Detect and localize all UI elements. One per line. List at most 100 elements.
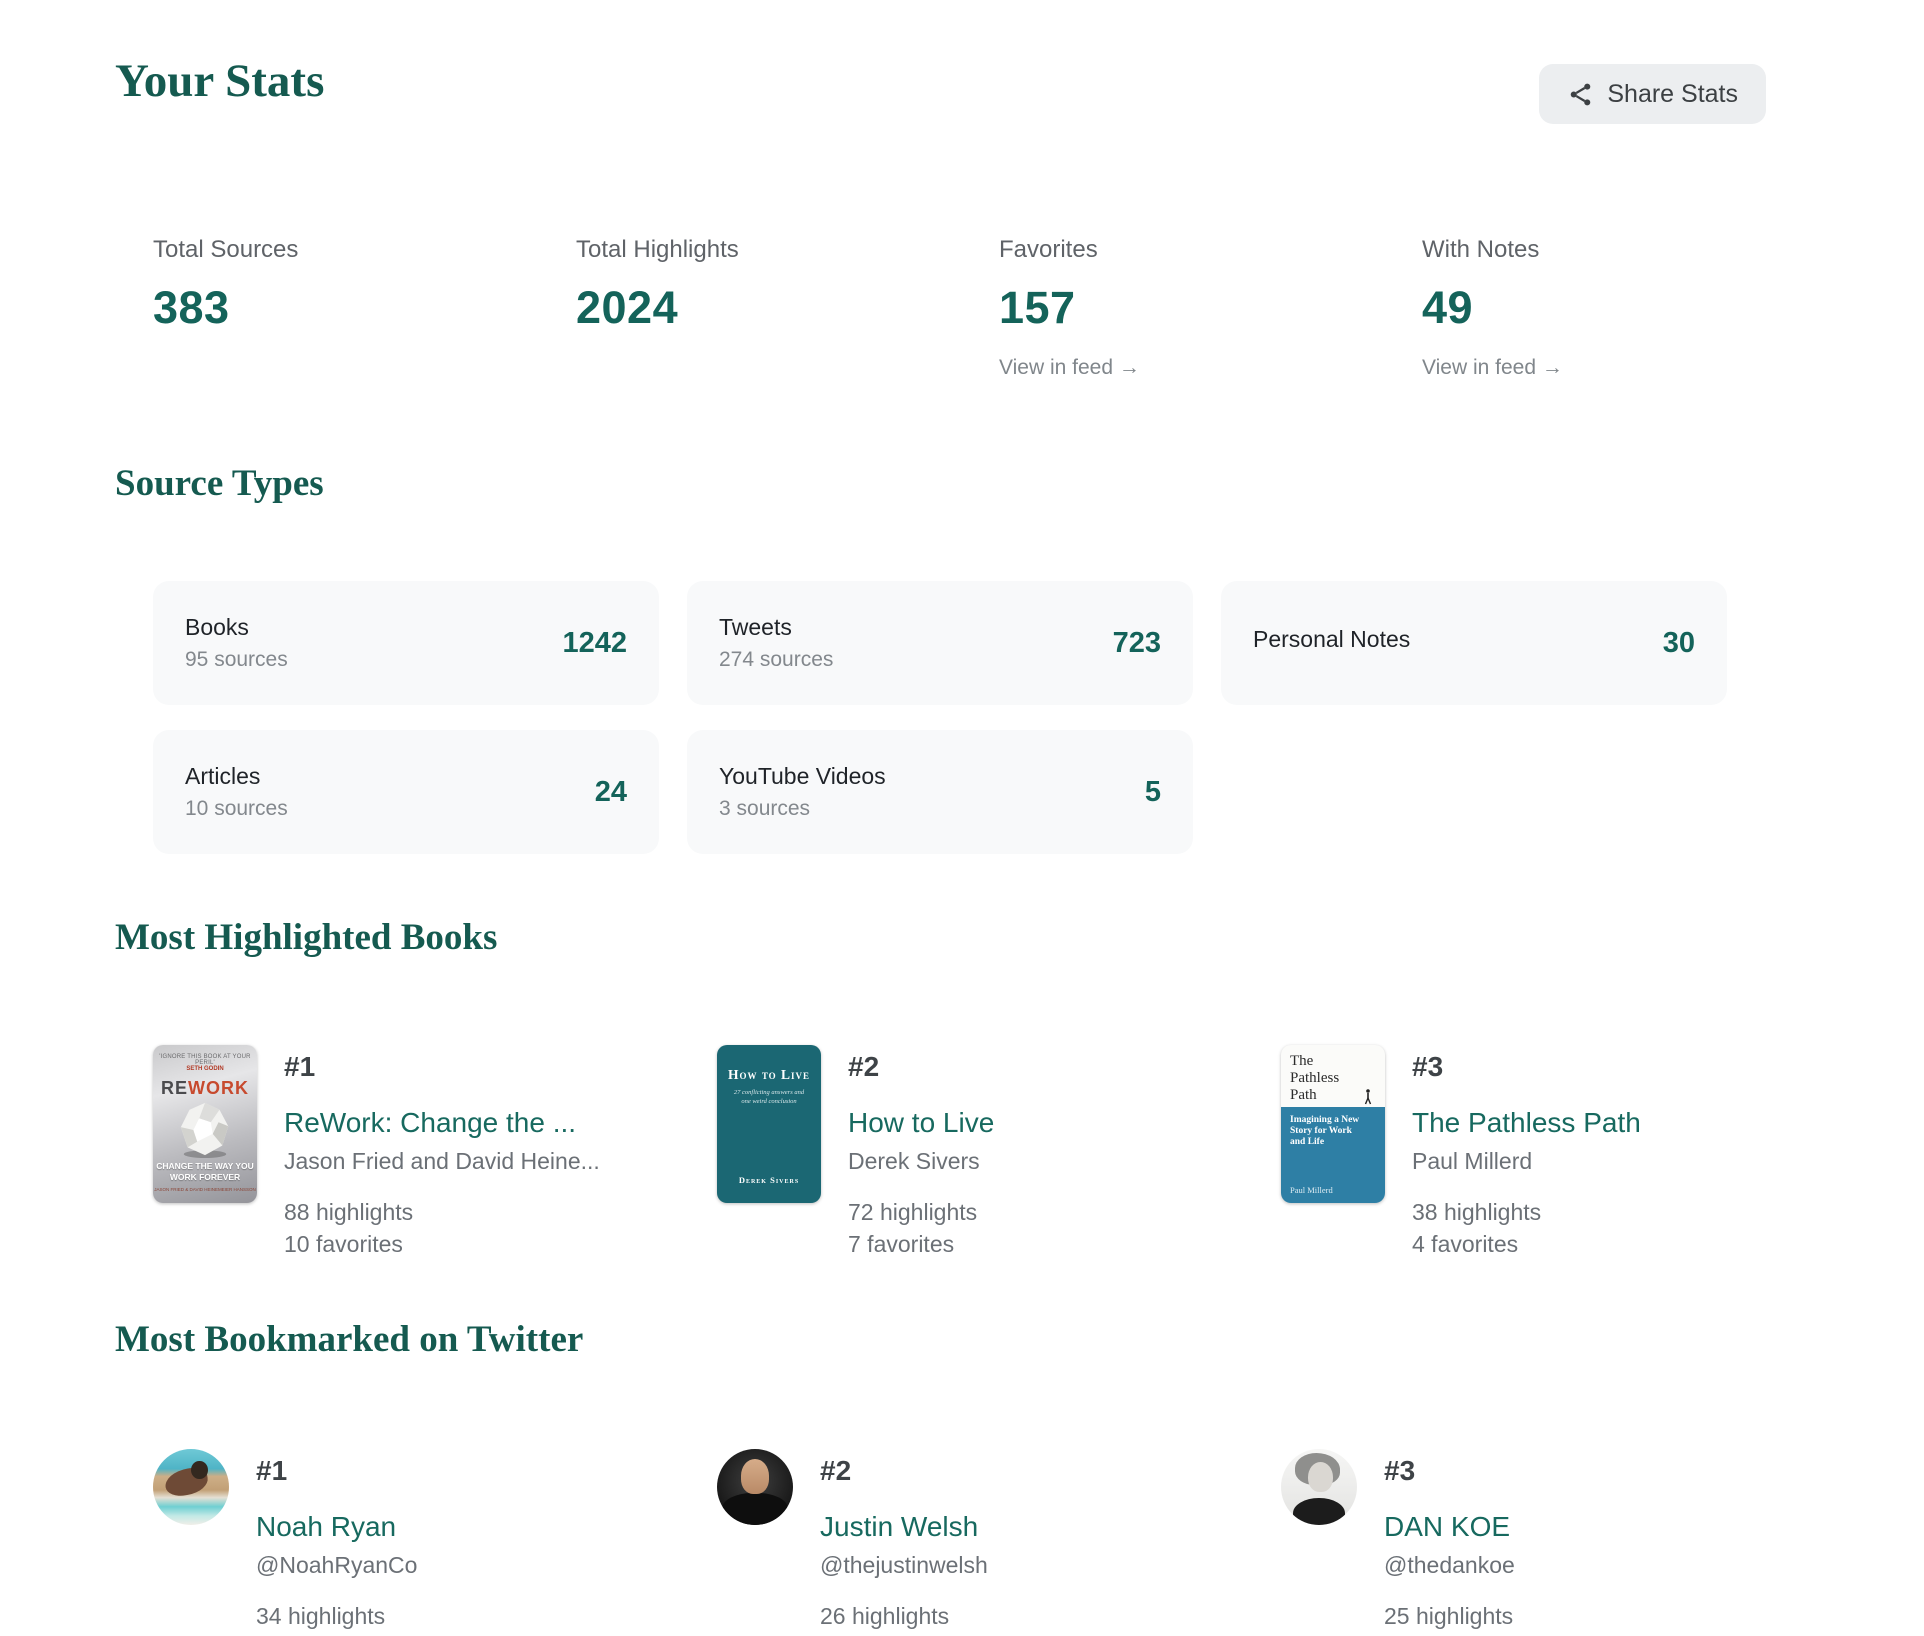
share-stats-label: Share Stats: [1607, 79, 1738, 108]
stat-favorites: Favorites 157 View in feed →: [999, 236, 1422, 380]
book-title-link[interactable]: How to Live: [848, 1107, 995, 1138]
source-card-label: YouTube Videos: [719, 763, 886, 789]
cover-quote-credit: SETH GODIN: [186, 1066, 224, 1072]
avatar-justin-welsh[interactable]: [717, 1449, 793, 1525]
cover-title: The Pathless Path: [1290, 1053, 1340, 1103]
stat-label: Total Highlights: [576, 236, 739, 263]
source-card-personal-notes: Personal Notes 30: [1221, 581, 1727, 705]
cover-tagline: CHANGE THE WAY YOU WORK FOREVER: [156, 1161, 254, 1182]
summary-stats-row: Total Sources 383 Total Highlights 2024 …: [153, 236, 1845, 380]
stat-value: 157: [999, 282, 1076, 333]
twitter-rank: #2: [820, 1455, 852, 1486]
book-highlights-count: 72 highlights: [848, 1199, 978, 1225]
source-card-books: Books 95 sources 1242: [153, 581, 659, 705]
share-icon: [1567, 81, 1594, 108]
twitter-handle: @thejustinwelsh: [820, 1552, 988, 1578]
stat-label: Favorites: [999, 236, 1098, 263]
book-entry-1: 'IGNORE THIS BOOK AT YOUR PERIL' SETH GO…: [153, 1045, 717, 1258]
source-card-label: Personal Notes: [1253, 626, 1411, 652]
page-title: Your Stats: [115, 55, 325, 107]
cover-title-re: RE: [160, 1078, 188, 1098]
books-row: 'IGNORE THIS BOOK AT YOUR PERIL' SETH GO…: [153, 1045, 1845, 1258]
stat-label: With Notes: [1422, 236, 1540, 263]
book-rank: #2: [848, 1051, 880, 1082]
source-card-count: 5: [1144, 775, 1161, 808]
book-author: Paul Millerd: [1412, 1148, 1533, 1174]
source-card-sub: 10 sources: [185, 797, 288, 820]
view-in-feed-link[interactable]: View in feed →: [1422, 356, 1563, 379]
stat-value: 49: [1422, 282, 1474, 333]
twitter-entry-3: #3 DAN KOE @thedankoe 25 highlights 0 fa…: [1281, 1449, 1845, 1636]
cover-author: Paul Millerd: [1290, 1185, 1333, 1195]
view-in-feed-link[interactable]: View in feed →: [999, 356, 1140, 379]
twitter-row: #1 Noah Ryan @NoahRyanCo 34 highlights 3…: [153, 1449, 1845, 1636]
stat-value: 383: [153, 282, 230, 333]
twitter-highlights-count: 26 highlights: [820, 1603, 950, 1629]
twitter-highlights-count: 25 highlights: [1384, 1603, 1514, 1629]
source-card-label: Tweets: [719, 614, 792, 640]
twitter-name-link[interactable]: Justin Welsh: [820, 1511, 979, 1542]
twitter-highlights-count: 34 highlights: [256, 1603, 386, 1629]
source-card-count: 24: [594, 775, 627, 808]
source-card-sub: 274 sources: [719, 648, 834, 671]
source-card-articles: Articles 10 sources 24: [153, 730, 659, 854]
book-entry-3: The Pathless Path Imagining a New Story …: [1281, 1045, 1845, 1258]
page-header: Your Stats Share Stats: [115, 54, 1766, 124]
book-cover-rework[interactable]: 'IGNORE THIS BOOK AT YOUR PERIL' SETH GO…: [153, 1045, 257, 1203]
book-cover-how-to-live[interactable]: How to Live 27 conflicting answers and o…: [717, 1045, 821, 1203]
stat-value: 2024: [576, 282, 679, 333]
cover-subtitle: 27 conflicting answers and one weird con…: [733, 1089, 805, 1105]
stat-total-highlights: Total Highlights 2024: [576, 236, 999, 380]
twitter-name-link[interactable]: Noah Ryan: [256, 1511, 397, 1542]
cover-title-work: WORK: [188, 1078, 249, 1098]
most-bookmarked-twitter-heading: Most Bookmarked on Twitter: [115, 1319, 584, 1360]
book-rank: #1: [284, 1051, 316, 1082]
book-rank: #3: [1412, 1051, 1444, 1082]
twitter-handle: @NoahRyanCo: [256, 1552, 418, 1578]
cover-bottom-panel: Imagining a New Story for Work and Life …: [1281, 1107, 1385, 1203]
source-card-sub: 95 sources: [185, 648, 288, 671]
book-favorites-count: 10 favorites: [284, 1231, 403, 1257]
book-entry-2: How to Live 27 conflicting answers and o…: [717, 1045, 1281, 1258]
twitter-handle: @thedankoe: [1384, 1552, 1515, 1578]
book-title-link[interactable]: ReWork: Change the ...: [284, 1107, 577, 1138]
crumpled-paper-art: [180, 1102, 229, 1159]
source-card-count: 723: [1112, 626, 1161, 659]
book-highlights-count: 38 highlights: [1412, 1199, 1542, 1225]
source-card-sub: 3 sources: [719, 797, 811, 820]
source-type-cards: Books 95 sources 1242 Tweets 274 sources…: [153, 581, 1727, 854]
most-highlighted-books-heading: Most Highlighted Books: [115, 917, 498, 958]
cover-author: Derek Sivers: [738, 1175, 800, 1185]
book-highlights-count: 88 highlights: [284, 1199, 414, 1225]
book-author: Jason Fried and David Heine...: [284, 1148, 600, 1174]
source-card-count: 1242: [562, 626, 627, 659]
cover-subtitle: Imagining a New Story for Work and Life: [1290, 1115, 1360, 1148]
avatar-noah-ryan[interactable]: [153, 1449, 229, 1525]
share-stats-button[interactable]: Share Stats: [1539, 64, 1766, 124]
twitter-entry-1: #1 Noah Ryan @NoahRyanCo 34 highlights 3…: [153, 1449, 717, 1636]
stat-with-notes: With Notes 49 View in feed →: [1422, 236, 1845, 380]
stat-label: Total Sources: [153, 236, 299, 263]
cover-quote: 'IGNORE THIS BOOK AT YOUR PERIL': [159, 1054, 251, 1066]
source-types-heading: Source Types: [115, 463, 324, 504]
source-card-label: Articles: [185, 763, 261, 789]
source-card-youtube-videos: YouTube Videos 3 sources 5: [687, 730, 1193, 854]
avatar-dan-koe[interactable]: [1281, 1449, 1357, 1525]
source-card-count: 30: [1662, 626, 1695, 659]
twitter-rank: #3: [1384, 1455, 1416, 1486]
cover-title: How to Live: [727, 1067, 811, 1082]
source-card-label: Books: [185, 614, 249, 640]
source-card-tweets: Tweets 274 sources 723: [687, 581, 1193, 705]
book-cover-pathless-path[interactable]: The Pathless Path Imagining a New Story …: [1281, 1045, 1385, 1203]
stat-total-sources: Total Sources 383: [153, 236, 576, 380]
twitter-entry-2: #2 Justin Welsh @thejustinwelsh 26 highl…: [717, 1449, 1281, 1636]
book-title-link[interactable]: The Pathless Path: [1412, 1107, 1641, 1138]
book-author: Derek Sivers: [848, 1148, 980, 1174]
book-favorites-count: 7 favorites: [848, 1231, 955, 1257]
book-favorites-count: 4 favorites: [1412, 1231, 1519, 1257]
twitter-name-link[interactable]: DAN KOE: [1384, 1511, 1511, 1542]
walking-figure-art: [1364, 1089, 1372, 1105]
twitter-rank: #1: [256, 1455, 288, 1486]
cover-byline: JASON FRIED & DAVID HEINEMEIER HANSSON: [154, 1187, 256, 1193]
